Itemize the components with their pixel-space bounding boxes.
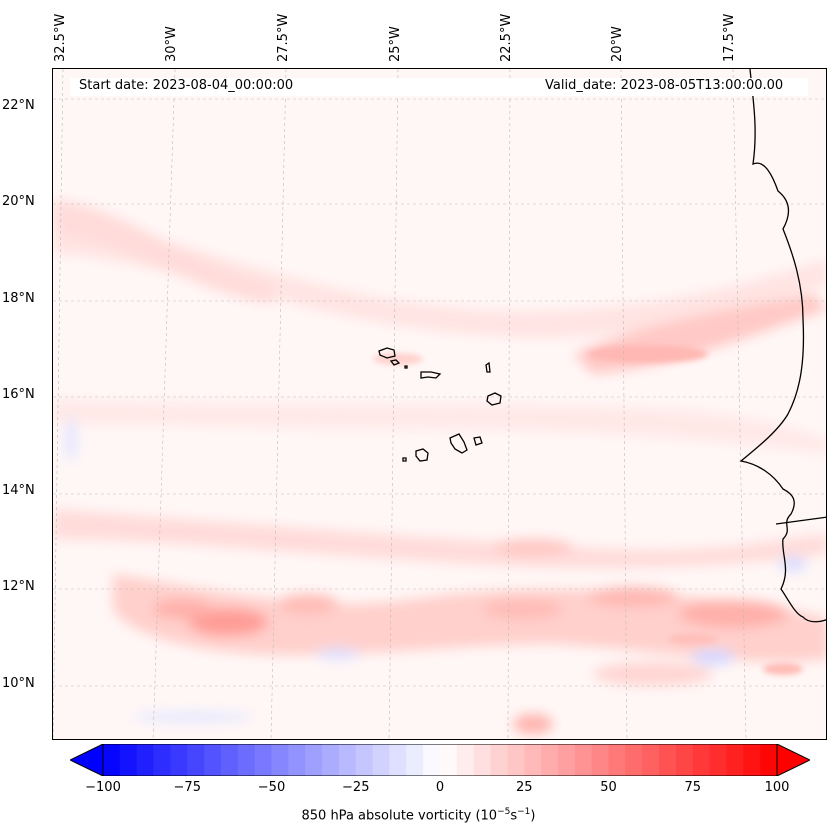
colorbar-cell [103, 744, 121, 776]
colorbar-cell [440, 744, 458, 776]
lon-label-17-5w: 17.5°W [722, 13, 737, 62]
map-canvas [53, 69, 826, 739]
colorbar-cell [541, 744, 559, 776]
date-info-strip [70, 78, 808, 96]
colorbar-tick-label: 100 [764, 780, 790, 795]
vorticity-map[interactable] [52, 68, 827, 740]
colorbar-min-arrow [70, 744, 104, 776]
colorbar-cell [170, 744, 188, 776]
lon-label-20w: 20°W [610, 26, 625, 62]
lat-label-10n: 10°N [2, 676, 35, 691]
lat-label-20n: 20°N [2, 194, 35, 209]
colorbar-tick-label: 50 [600, 780, 617, 795]
lon-label-25w: 25°W [388, 26, 403, 62]
colorbar-cell [237, 744, 256, 776]
colorbar-cell [204, 744, 222, 776]
colorbar-cell [153, 744, 171, 776]
colorbar-tick-label: −25 [342, 780, 370, 795]
cape-verde-islands [378, 347, 502, 462]
colorbar-tick-label: 25 [515, 780, 533, 795]
lat-label-22n: 22°N [2, 98, 35, 113]
colorbar-label-mid: s [510, 808, 518, 824]
lon-label-27-5w: 27.5°W [276, 13, 291, 62]
lat-label-12n: 12°N [2, 579, 35, 594]
colorbar-label-suffix: ) [530, 808, 536, 824]
colorbar-cell [591, 744, 609, 776]
lon-label-32-5w: 32.5°W [53, 13, 68, 62]
colorbar-cell [288, 744, 306, 776]
colorbar-label-exp2: −1 [517, 807, 531, 817]
colorbar-cell [322, 744, 340, 776]
valid-date: Valid_date: 2023-08-05T13:00:00.00 [545, 78, 784, 93]
colorbar-cell [338, 744, 357, 776]
colorbar-cell [220, 744, 239, 776]
colorbar-max-arrow [776, 744, 810, 776]
colorbar [70, 744, 810, 776]
colorbar-cell [473, 744, 492, 776]
colorbar-cell [406, 744, 424, 776]
colorbar-tick-label: −100 [85, 780, 121, 795]
colorbar-cell [372, 744, 390, 776]
colorbar-label: 850 hPa absolute vorticity (10−5s−1) [0, 807, 837, 823]
lon-label-22-5w: 22.5°W [499, 13, 514, 62]
colorbar-cell [187, 744, 205, 776]
colorbar-cell [625, 744, 643, 776]
colorbar-cell [305, 744, 323, 776]
start-date: Start date: 2023-08-04_00:00:00 [79, 78, 294, 93]
coastline [739, 69, 826, 623]
colorbar-cell [557, 744, 576, 776]
vorticity-detail [373, 345, 803, 675]
graticule [53, 69, 826, 739]
colorbar-cell [271, 744, 289, 776]
colorbar-cell [490, 744, 508, 776]
colorbar-tick-label: −75 [173, 780, 201, 795]
colorbar-cell [119, 744, 138, 776]
colorbar-cell [726, 744, 744, 776]
colorbar-tick-label: 75 [684, 780, 702, 795]
colorbar-cell [659, 744, 677, 776]
colorbar-cell [743, 744, 761, 776]
lat-label-18n: 18°N [2, 291, 35, 306]
colorbar-frame [102, 744, 778, 776]
colorbar-cell [524, 744, 542, 776]
colorbar-cell [760, 744, 778, 776]
colorbar-cell [136, 744, 155, 776]
colorbar-cell [709, 744, 727, 776]
colorbar-tick-label: 0 [435, 780, 445, 795]
colorbar-cell [456, 744, 475, 776]
colorbar-cell [507, 744, 525, 776]
colorbar-label-exp1: −5 [497, 807, 511, 817]
lon-label-30w: 30°W [164, 26, 179, 62]
gambia-coast [775, 516, 826, 525]
colorbar-cell [675, 744, 694, 776]
colorbar-cell [642, 744, 660, 776]
lat-label-16n: 16°N [2, 387, 35, 402]
lat-label-14n: 14°N [2, 483, 35, 498]
colorbar-cells [103, 744, 778, 776]
colorbar-cell [254, 744, 272, 776]
colorbar-cell [355, 744, 374, 776]
colorbar-cell [608, 744, 626, 776]
colorbar-tick-label: −50 [257, 780, 286, 795]
colorbar-cell [389, 744, 407, 776]
colorbar-label-prefix: 850 hPa absolute vorticity (10 [301, 808, 498, 824]
colorbar-cell [423, 744, 441, 776]
colorbar-cell [574, 744, 593, 776]
colorbar-cell [692, 744, 711, 776]
